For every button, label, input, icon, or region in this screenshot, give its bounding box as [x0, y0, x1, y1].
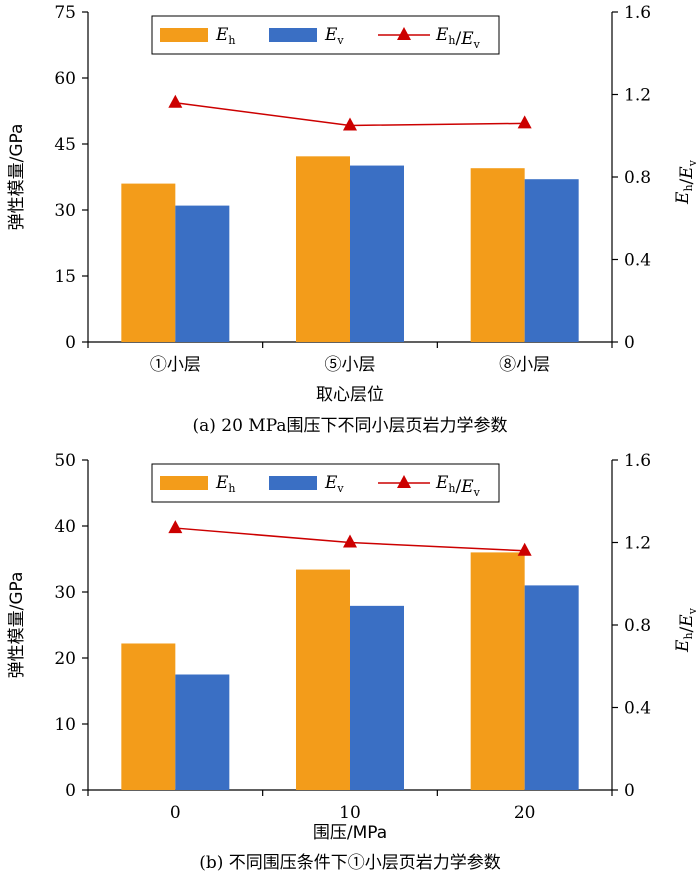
y-tick-label-left: 30	[54, 201, 76, 221]
y-axis-title-right: Eh/Ev	[673, 607, 699, 653]
y-tick-label-right: 1.2	[624, 86, 651, 106]
x-tick-label: ⑧小层	[499, 355, 550, 375]
bar-eh	[296, 156, 350, 342]
ratio-point-triangle	[168, 94, 183, 108]
y-tick-label-left: 20	[54, 649, 76, 669]
legend-entry-label: Eh/Ev	[435, 473, 481, 499]
x-tick-label: ①小层	[150, 355, 201, 375]
legend-swatch-ratio-triangle	[397, 27, 411, 40]
legend: Eh Ev Eh/Ev	[151, 15, 500, 55]
legend-swatch-ev	[269, 28, 317, 42]
ratio-point-triangle	[517, 542, 532, 556]
y-tick-label-left: 30	[54, 583, 76, 603]
y-tick-label-left: 75	[54, 3, 76, 23]
y-tick-label-left: 0	[65, 333, 76, 353]
x-tick-label: 20	[514, 803, 536, 823]
y-tick-label-right: 0.8	[624, 616, 651, 636]
x-tick-label: 10	[339, 803, 361, 823]
y-tick-label-left: 40	[54, 517, 76, 537]
bar-eh	[121, 183, 176, 342]
y-tick-label-right: 0.8	[624, 168, 651, 188]
bar-ev	[175, 674, 230, 790]
ratio-point-triangle	[343, 534, 357, 548]
legend-swatch-ev	[269, 476, 317, 490]
y-axis-title-left: 弹性模量/GPa	[7, 124, 27, 231]
legend-entry-label: Eh/Ev	[435, 25, 481, 51]
panel-caption: (b) 不同围压条件下①小层页岩力学参数	[199, 853, 501, 873]
y-tick-label-right: 0.4	[624, 699, 651, 719]
bar-ev	[524, 179, 579, 342]
y-axis-title-right: Eh/Ev	[673, 159, 699, 205]
legend-entry-label: Ev	[324, 25, 344, 47]
x-tick-label: ⑤小层	[325, 355, 376, 375]
bar-eh	[121, 643, 176, 790]
y-tick-label-left: 10	[54, 715, 76, 735]
legend-box	[151, 463, 500, 503]
legend-entry-label: Ev	[324, 473, 344, 495]
y-tick-label-right: 0.4	[624, 251, 651, 271]
y-tick-label-right: 1.2	[624, 534, 651, 554]
y-tick-label-left: 0	[65, 781, 76, 801]
legend-entry-label: Eh	[215, 473, 236, 495]
y-tick-label-right: 1.6	[624, 451, 651, 471]
bar-ev	[175, 205, 230, 342]
legend-swatch-eh	[160, 476, 208, 490]
panel-caption: (a) 20 MPa围压下不同小层页岩力学参数	[192, 416, 507, 436]
bar-ev	[350, 165, 404, 342]
y-tick-label-left: 15	[54, 267, 76, 287]
x-tick-label: 0	[170, 803, 181, 823]
ratio-point-triangle	[343, 117, 357, 131]
legend-swatch-ratio-triangle	[397, 475, 411, 488]
y-axis-title-left: 弹性模量/GPa	[7, 572, 27, 679]
y-tick-label-right: 0	[624, 781, 635, 801]
x-axis-title: 取心层位	[316, 385, 384, 405]
y-tick-label-left: 45	[54, 135, 76, 155]
legend-entry-label: Eh	[215, 25, 236, 47]
y-tick-label-left: 60	[54, 69, 76, 89]
bar-eh	[296, 569, 350, 790]
x-axis-title: 围压/MPa	[313, 823, 387, 843]
bar-eh	[470, 552, 525, 790]
y-tick-label-right: 1.6	[624, 3, 651, 23]
bar-ev	[350, 605, 404, 790]
chart-panel-a: 0 15 30 45 60 75 0 0.4 0.8 1.2 1.6 ①小层 ⑤小层 ⑧小层 Eh Ev Eh/…	[7, 3, 699, 436]
ratio-point-triangle	[517, 115, 532, 129]
legend-swatch-eh	[160, 28, 208, 42]
ratio-point-triangle	[168, 520, 183, 534]
bar-eh	[470, 168, 525, 342]
legend: Eh Ev Eh/Ev	[151, 463, 500, 503]
bar-ev	[524, 585, 579, 790]
y-tick-label-right: 0	[624, 333, 635, 353]
chart-panel-b: 0 10 20 30 40 50 0 0.4 0.8 1.2 1.6 0 10 20 Eh Ev Eh/Ev 弹性…	[7, 451, 699, 873]
legend-box	[151, 15, 500, 55]
y-tick-label-left: 50	[54, 451, 76, 471]
